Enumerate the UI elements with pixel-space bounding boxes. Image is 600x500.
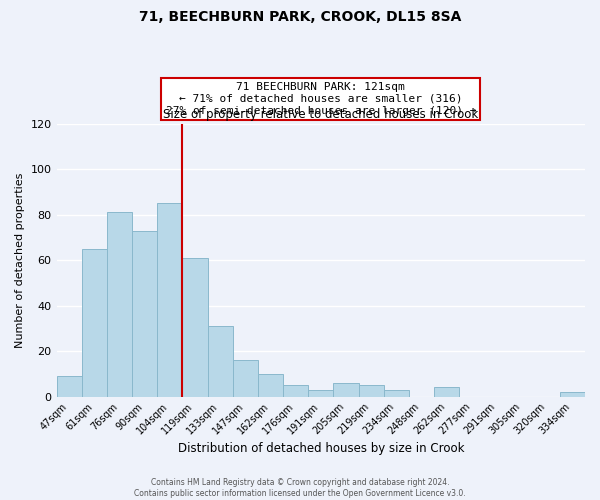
Bar [283,385,308,396]
Bar [82,249,107,396]
Bar [359,385,383,396]
Bar [208,326,233,396]
Bar [107,212,132,396]
Text: 71 BEECHBURN PARK: 121sqm
← 71% of detached houses are smaller (316)
27% of semi: 71 BEECHBURN PARK: 121sqm ← 71% of detac… [166,82,476,116]
Text: 71, BEECHBURN PARK, CROOK, DL15 8SA: 71, BEECHBURN PARK, CROOK, DL15 8SA [139,10,461,24]
Bar [383,390,409,396]
Bar [182,258,208,396]
Text: Contains HM Land Registry data © Crown copyright and database right 2024.
Contai: Contains HM Land Registry data © Crown c… [134,478,466,498]
Bar [157,204,182,396]
Y-axis label: Number of detached properties: Number of detached properties [15,172,25,348]
Bar [258,374,283,396]
X-axis label: Distribution of detached houses by size in Crook: Distribution of detached houses by size … [178,442,464,455]
Bar [308,390,334,396]
Bar [233,360,258,397]
Bar [434,388,459,396]
Title: Size of property relative to detached houses in Crook: Size of property relative to detached ho… [163,108,478,121]
Bar [56,376,82,396]
Bar [132,230,157,396]
Bar [334,383,359,396]
Bar [560,392,585,396]
